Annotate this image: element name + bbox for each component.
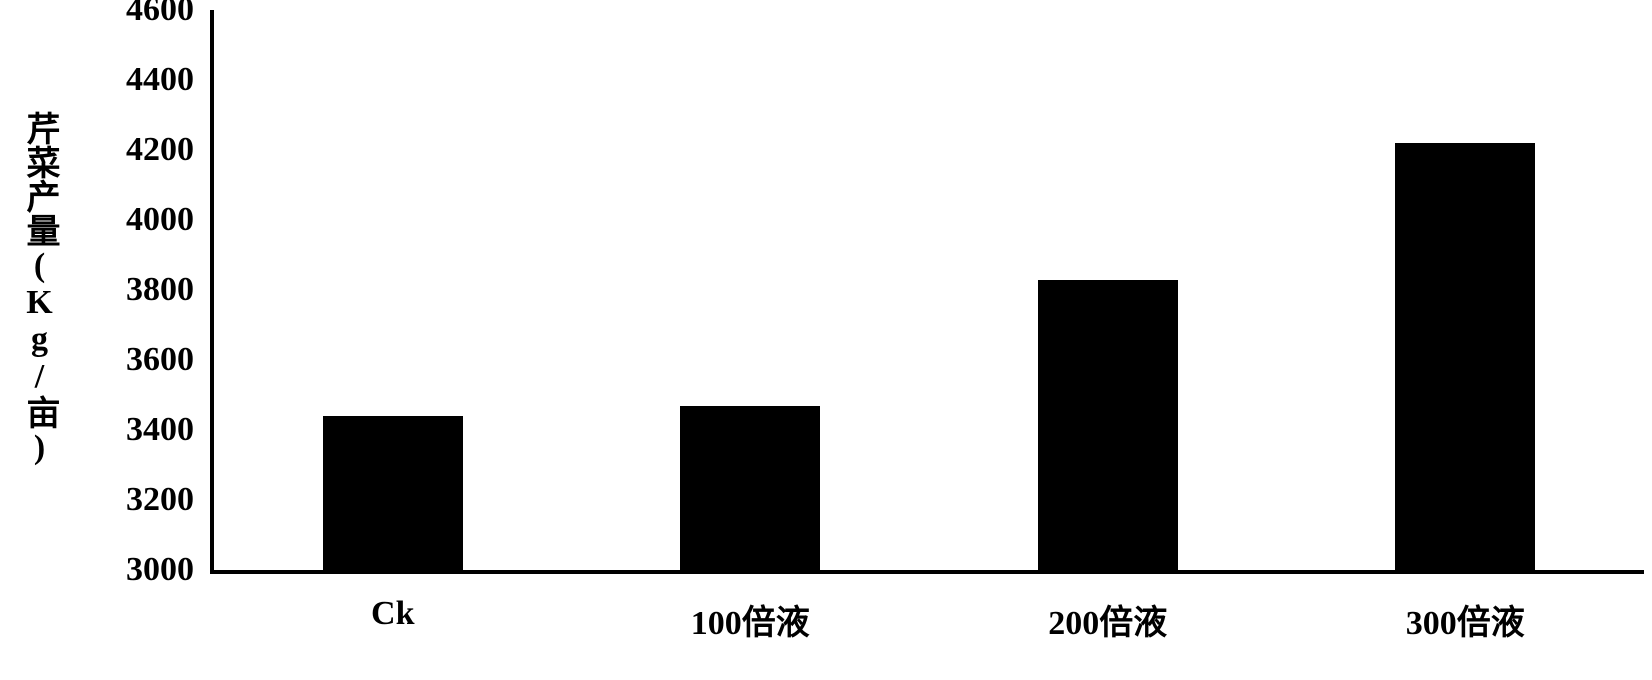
- bar: [1395, 143, 1535, 570]
- y-tick-label: 4000: [126, 201, 214, 239]
- y-tick-label: 4600: [126, 0, 214, 29]
- x-tick-label: 300倍液: [1406, 570, 1525, 644]
- y-tick-label: 3400: [126, 411, 214, 449]
- y-tick-label: 3000: [126, 551, 214, 589]
- bar: [323, 416, 463, 570]
- x-tick-label: 200倍液: [1048, 570, 1167, 644]
- chart-container: 芹菜产量(Kg/亩) 30003200340036003800400042004…: [0, 0, 1652, 680]
- x-tick-label: 100倍液: [691, 570, 810, 644]
- y-axis-title: 芹菜产量(Kg/亩): [15, 111, 64, 466]
- x-tick-label: Ck: [371, 570, 414, 633]
- bar: [680, 406, 820, 571]
- plot-area: 300032003400360038004000420044004600Ck10…: [210, 10, 1644, 574]
- bar: [1038, 280, 1178, 571]
- y-tick-label: 3600: [126, 341, 214, 379]
- y-tick-label: 3200: [126, 481, 214, 519]
- y-tick-label: 3800: [126, 271, 214, 309]
- y-tick-label: 4200: [126, 131, 214, 169]
- y-tick-label: 4400: [126, 61, 214, 99]
